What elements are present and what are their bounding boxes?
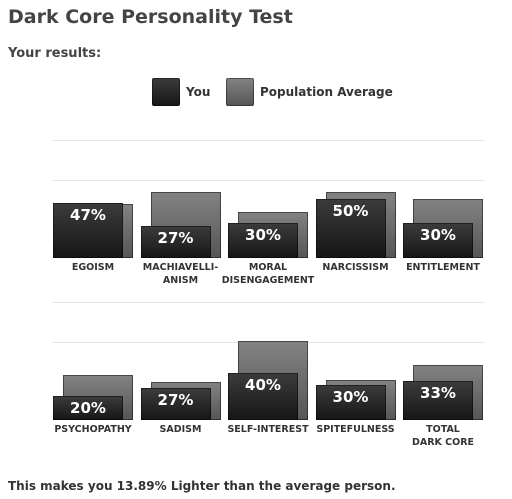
value-label: 30% — [332, 387, 369, 406]
bar — [315, 199, 386, 258]
grid-line — [52, 140, 485, 141]
footer-text: This makes you 13.89% Lighter than the a… — [8, 479, 396, 493]
bar — [228, 222, 298, 258]
x-tick-label: PSYCHOPATHY — [54, 424, 132, 435]
x-tick-label: SPITEFULNESS — [316, 424, 395, 435]
value-label: 47% — [70, 205, 106, 224]
x-tick-label: SADISM — [159, 424, 202, 435]
bar — [228, 372, 298, 420]
value-label: 50% — [332, 202, 369, 220]
bar — [315, 384, 386, 420]
legend-label: You — [186, 85, 211, 99]
value-label: 33% — [420, 384, 456, 403]
value-label: 30% — [420, 225, 456, 244]
bar — [140, 388, 211, 420]
page-title: Dark Core Personality Test — [8, 6, 293, 28]
x-tick-label: MACHIAVELLI- ANISM — [142, 262, 219, 286]
value-label: 20% — [70, 399, 106, 418]
bar — [53, 396, 123, 420]
bar — [403, 381, 473, 420]
legend-swatch — [226, 78, 254, 106]
bar — [140, 226, 211, 258]
x-tick-label: EGOISM — [71, 262, 115, 273]
subtitle: Your results: — [8, 46, 102, 61]
value-label: 30% — [245, 225, 281, 244]
x-tick-label: TOTAL DARK CORE — [411, 424, 475, 448]
value-label: 27% — [157, 229, 194, 248]
x-tick-label: ENTITLEMENT — [406, 262, 480, 273]
bar — [53, 202, 123, 258]
legend-swatch — [152, 78, 180, 106]
x-tick-label: MORAL DISENGAGEMENT — [221, 262, 315, 286]
x-tick-label: SELF-INTEREST — [227, 424, 309, 435]
value-label: 40% — [245, 375, 281, 394]
grid-line — [52, 302, 485, 303]
grid-line — [52, 180, 485, 181]
value-label: 27% — [157, 391, 194, 410]
bar — [403, 222, 473, 258]
x-tick-label: NARCISSISM — [322, 262, 389, 273]
legend-label: Population Average — [260, 85, 393, 99]
